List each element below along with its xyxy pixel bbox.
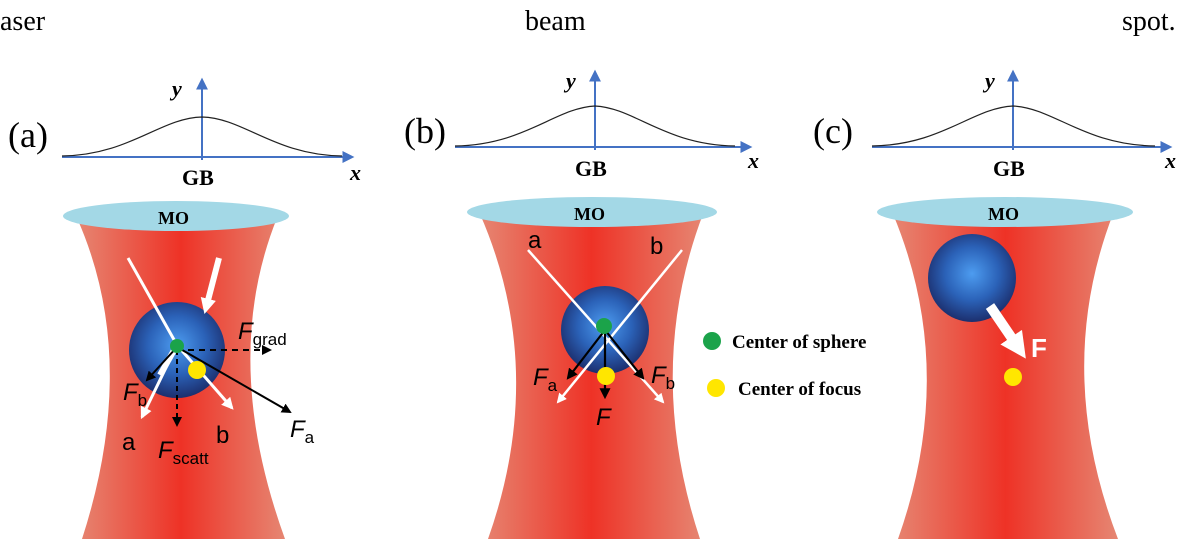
panel-b-focus-dot [597, 367, 615, 385]
legend-sphere-center-text: Center of sphere [732, 332, 866, 353]
panel-c-force-arrow [985, 303, 1026, 359]
panel-a-ray-b-out [175, 344, 234, 410]
panel-b-laser-beam [480, 214, 703, 539]
legend-focus-dot [707, 379, 725, 397]
panel-c-gb-label: GB [993, 156, 1025, 181]
caption-word-1: aser [0, 6, 46, 37]
panel-a-force-b-arrow [145, 346, 178, 382]
panel-b-x-label: x [747, 148, 759, 173]
panel-c-y-label: y [982, 68, 995, 93]
panel-c-x-label: x [1164, 148, 1176, 173]
panel-b-force-b-label: Fb [651, 362, 675, 393]
panel-a-gb-label: GB [182, 165, 214, 190]
legend-focus-text: Center of focus [738, 379, 861, 400]
panel-b-y-label: y [563, 68, 576, 93]
panel-a: (a) y x GB MO Fgrad Fb Fa Fscatt a b [8, 76, 361, 539]
panel-a-ray-a-label: a [122, 429, 136, 456]
panel-b-force-b-arrow [604, 329, 645, 380]
panel-c-mo-label: MO [988, 204, 1019, 224]
panel-a-y-label: y [169, 76, 182, 101]
legend-sphere-center-dot [703, 332, 721, 350]
panel-b-gaussian-curve [454, 105, 736, 147]
panel-c-sphere [928, 234, 1016, 322]
panel-b-force-total-label: F [596, 404, 612, 431]
panel-a-force-scatt-label: Fscatt [158, 437, 209, 468]
panel-c-objective-lens [877, 197, 1133, 227]
panel-b-mo-label: MO [574, 204, 605, 224]
panel-b-ray-b [556, 249, 683, 404]
panel-b-force-a-label: Fa [533, 364, 558, 395]
panel-a-ray-left-in [126, 257, 179, 346]
panel-b-gb-label: GB [575, 156, 607, 181]
panel-c-label: (c) [813, 111, 853, 151]
panel-a-label: (a) [8, 115, 48, 155]
panel-c-gaussian-curve [871, 105, 1156, 147]
panel-b-force-a-arrow [566, 329, 606, 380]
panel-c-focus-dot [1004, 368, 1022, 386]
panel-b-objective-lens [467, 197, 717, 227]
panel-b-ray-b-label: b [650, 233, 663, 260]
panel-a-mo-label: MO [158, 208, 189, 228]
panel-b-sphere-center-dot [596, 318, 612, 334]
legend: Center of sphere Center of focus [703, 332, 866, 400]
panel-a-force-b-label: Fb [123, 379, 147, 410]
panel-a-objective-lens [63, 201, 289, 231]
panel-a-x-label: x [349, 160, 361, 185]
panel-c-force-label: F [1031, 333, 1047, 363]
panel-a-sphere-center-dot [170, 339, 184, 353]
caption-word-2: beam [525, 6, 586, 37]
panel-a-force-a-label: Fa [290, 416, 315, 447]
panel-b-label: (b) [404, 111, 446, 151]
panel-a-focus-dot [188, 361, 206, 379]
panel-a-force-grad-label: Fgrad [238, 318, 287, 349]
panel-a-ray-right-in [200, 257, 222, 315]
panel-a-gaussian-curve [61, 116, 343, 157]
panel-b-ray-a-label: a [528, 227, 542, 254]
panel-b: (b) y x GB MO a b Fa Fb F [404, 68, 759, 539]
panel-c: (c) y x GB MO F [813, 68, 1176, 539]
caption-word-3: spot. [1122, 6, 1176, 37]
panel-a-ray-b-label: b [216, 422, 229, 449]
panel-a-ray-a-out [140, 344, 179, 420]
panel-a-force-a-arrow [176, 346, 292, 413]
